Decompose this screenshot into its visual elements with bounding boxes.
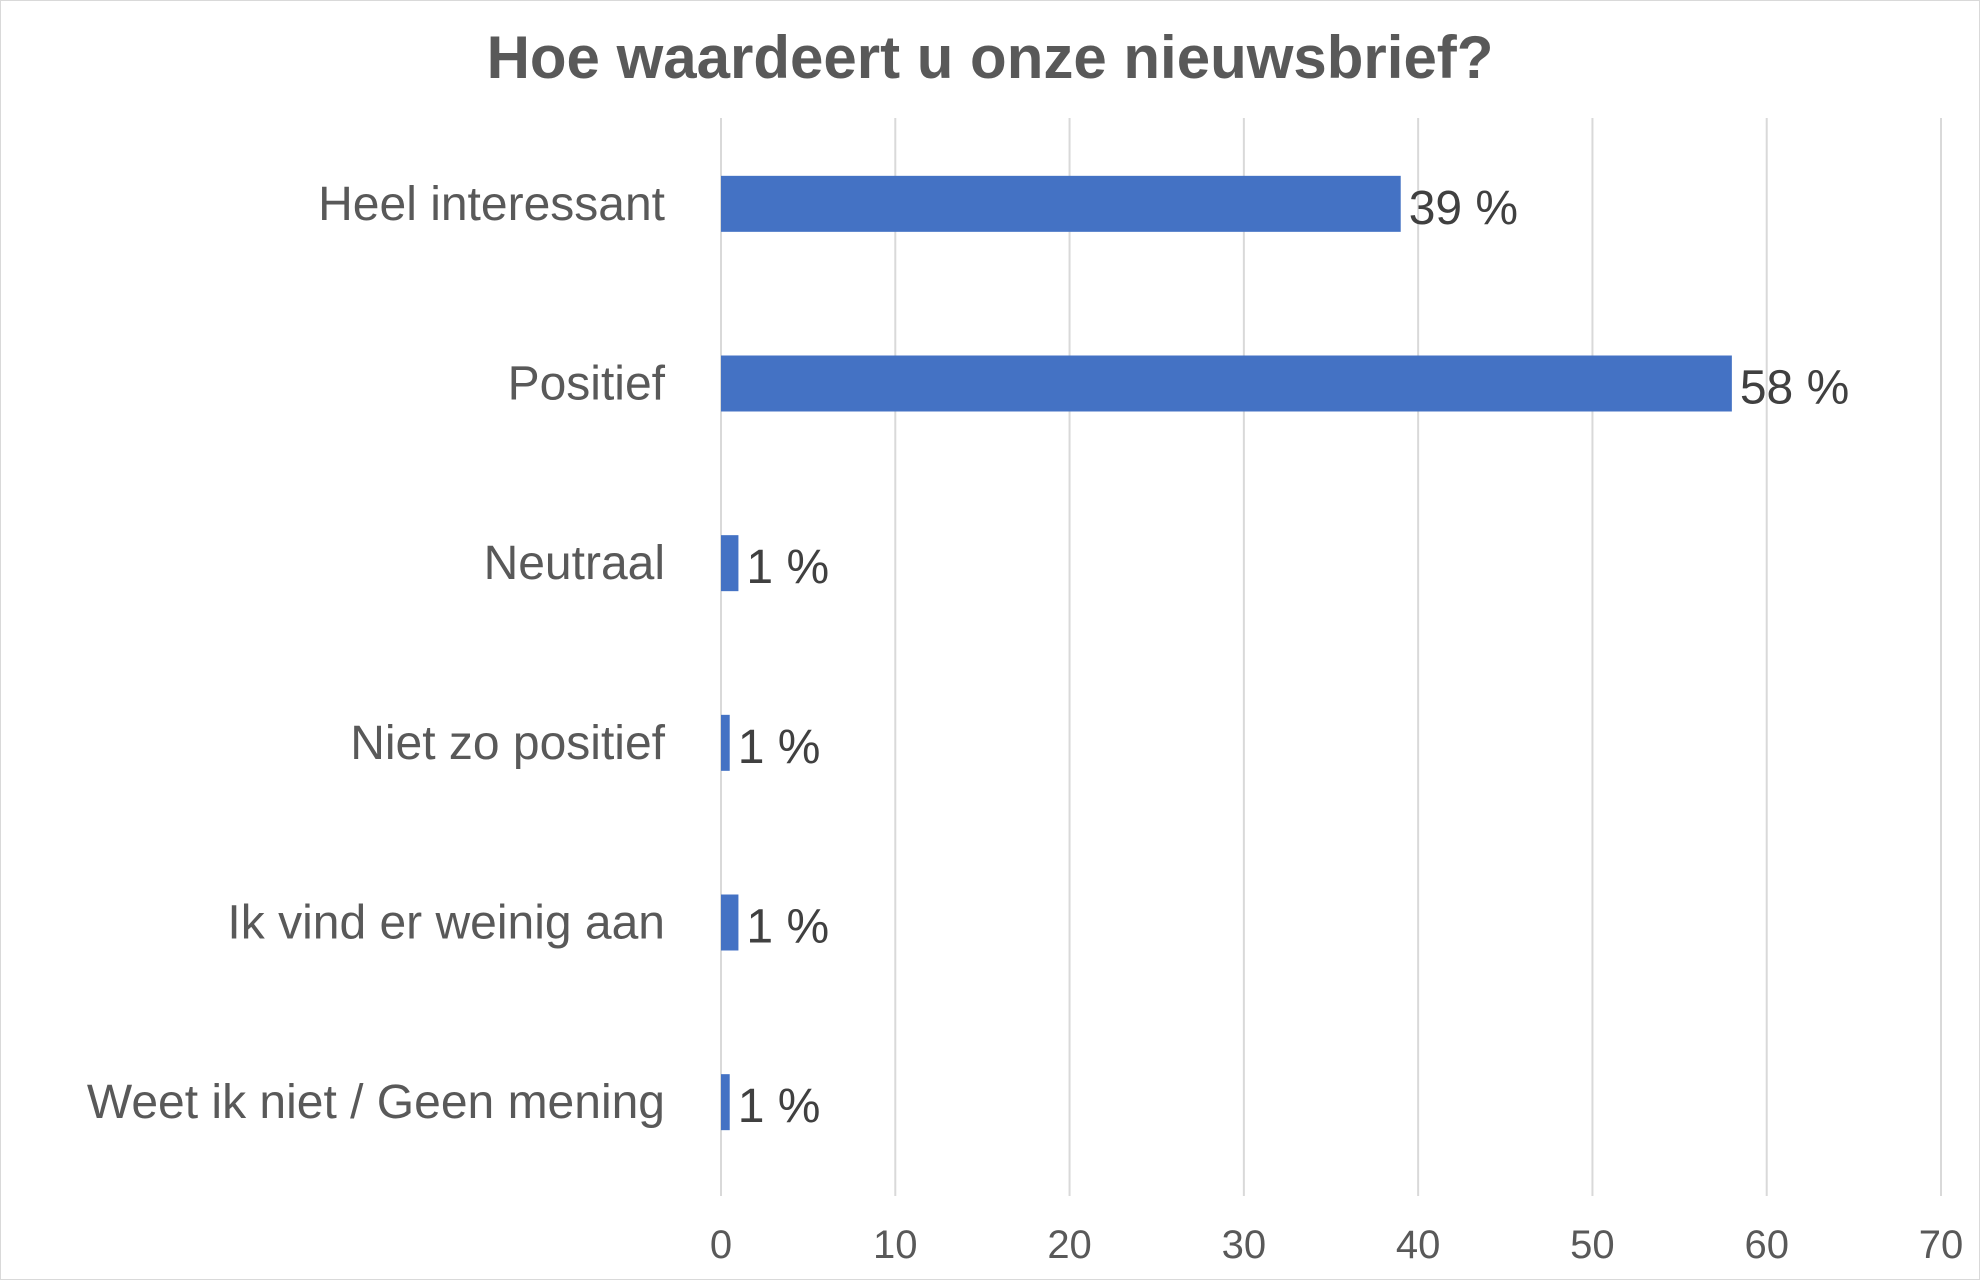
category-label: Neutraal xyxy=(484,537,665,590)
bar xyxy=(721,1074,730,1131)
data-label: 58 % xyxy=(1740,362,1849,415)
data-label: 1 % xyxy=(738,721,821,774)
bar xyxy=(721,535,739,592)
chart-title: Hoe waardeert u onze nieuwsbrief? xyxy=(486,24,1494,91)
x-tick-label: 40 xyxy=(1396,1223,1441,1267)
data-label: 1 % xyxy=(738,1080,821,1133)
category-label: Weet ik niet / Geen mening xyxy=(87,1076,665,1129)
labels: 0 10 20 30 40 50 60 70 Heel interessant 39 % Posit… xyxy=(87,178,1963,1267)
bar xyxy=(721,355,1732,412)
x-tick-label: 20 xyxy=(1047,1223,1092,1267)
x-tick-label: 70 xyxy=(1919,1223,1964,1267)
x-tick-label: 60 xyxy=(1744,1223,1789,1267)
gridlines xyxy=(720,118,1942,1196)
category-label: Positief xyxy=(508,358,666,411)
x-tick-label: 50 xyxy=(1570,1223,1615,1267)
bar xyxy=(721,894,739,951)
data-label: 1 % xyxy=(746,541,829,594)
data-label: 1 % xyxy=(746,901,829,954)
category-label: Niet zo positief xyxy=(350,717,665,770)
bars xyxy=(721,175,1732,1131)
x-tick-label: 10 xyxy=(873,1223,918,1267)
x-tick-label: 0 xyxy=(710,1223,732,1267)
data-label: 39 % xyxy=(1409,182,1518,235)
category-label: Ik vind er weinig aan xyxy=(227,897,665,950)
category-label: Heel interessant xyxy=(318,178,665,231)
x-tick-label: 30 xyxy=(1222,1223,1267,1267)
bar xyxy=(721,175,1401,232)
bar xyxy=(721,714,730,771)
